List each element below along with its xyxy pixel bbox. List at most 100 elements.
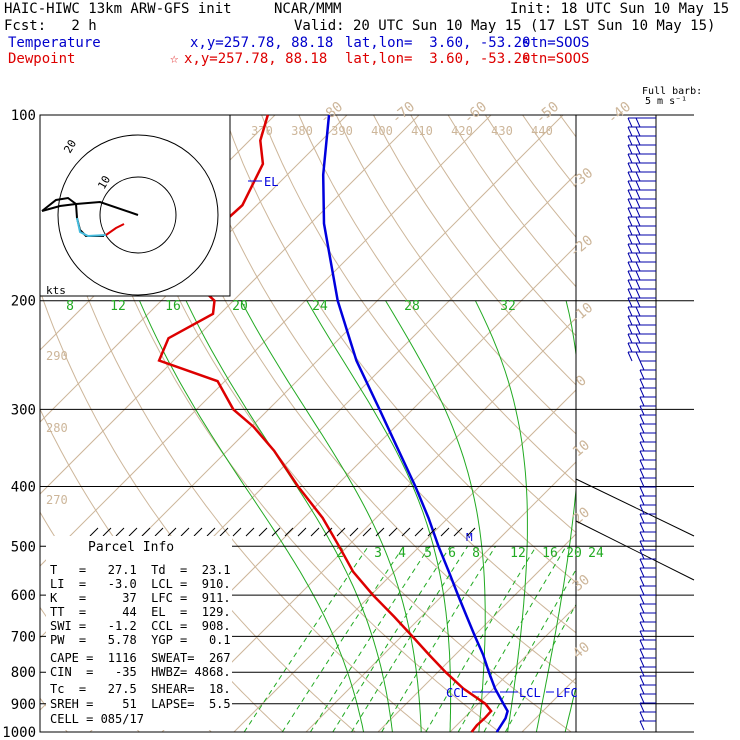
theta-label: 380 bbox=[291, 124, 313, 138]
dry-adiabat-line bbox=[447, 115, 576, 288]
isotherm-label: 10 bbox=[570, 437, 593, 460]
hodograph-ring bbox=[99, 176, 177, 254]
mixing-ratio-line bbox=[332, 546, 451, 732]
pressure-tick-label: 600 bbox=[11, 588, 36, 604]
theta-label: 430 bbox=[491, 124, 513, 138]
hatch-mark bbox=[323, 527, 333, 537]
theta-label: 390 bbox=[331, 124, 353, 138]
mixing-ratio-label: 4 bbox=[398, 546, 406, 561]
parcel-row: T = 27.1 Td = 23.1 bbox=[50, 563, 231, 577]
wind-barb-flag bbox=[635, 306, 641, 317]
wind-barb-flag bbox=[627, 171, 633, 182]
valid-time: Valid: 20 UTC Sun 10 May 15 (17 LST Sun … bbox=[294, 18, 716, 34]
hatch-mark bbox=[102, 527, 112, 537]
theta-label: 270 bbox=[46, 493, 68, 507]
hodograph-ring-label: 20 bbox=[61, 138, 79, 156]
pressure-tick-label: 200 bbox=[11, 294, 36, 310]
mixing-ratio-label: 20 bbox=[566, 546, 582, 561]
hatch-mark bbox=[336, 527, 346, 537]
mixing-ratio-label: 24 bbox=[588, 546, 604, 561]
wind-barb-flag bbox=[627, 207, 633, 218]
isotherm-line bbox=[40, 115, 348, 423]
mixing-ratio-line bbox=[281, 546, 405, 732]
mixing-ratio-label: 5 bbox=[424, 546, 432, 561]
isotherm-line bbox=[40, 115, 492, 567]
wind-barb-flag bbox=[627, 252, 633, 263]
theta-e-label: 28 bbox=[404, 299, 420, 314]
wind-barb-flag bbox=[635, 270, 641, 281]
dry-adiabat-line bbox=[672, 115, 740, 740]
wind-barb-flag bbox=[627, 270, 633, 281]
wind-barb-flag bbox=[635, 153, 641, 164]
ccl-label: CCL bbox=[446, 686, 468, 700]
wind-barb-flag bbox=[635, 144, 641, 155]
wind-barb-flag bbox=[635, 324, 641, 335]
wind-barb-flag bbox=[639, 720, 645, 731]
frame-edge bbox=[575, 520, 695, 581]
dry-adiabat-line bbox=[186, 115, 576, 634]
hatch-mark bbox=[232, 527, 242, 537]
theta-label: 400 bbox=[371, 124, 393, 138]
wind-barb-flag bbox=[635, 180, 641, 191]
hatch-mark bbox=[154, 527, 164, 537]
wind-barb-flag bbox=[627, 117, 633, 128]
init-time: Init: 18 UTC Sun 10 May 15 bbox=[510, 1, 730, 17]
hatch-mark bbox=[349, 527, 359, 537]
hatch-mark bbox=[180, 527, 190, 537]
hatch-mark bbox=[219, 527, 229, 537]
wind-barb-flag bbox=[639, 657, 645, 668]
moist-adiabat-line bbox=[564, 684, 576, 732]
wind-barb-flag bbox=[635, 288, 641, 299]
wind-barb-flag bbox=[639, 504, 645, 515]
wind-barb-flag bbox=[635, 243, 641, 254]
wind-barb-flag bbox=[639, 360, 645, 371]
wind-barb-flag bbox=[627, 234, 633, 245]
wind-barb-flag bbox=[627, 297, 633, 308]
pressure-tick-label: 700 bbox=[11, 629, 36, 645]
wind-barb-flag bbox=[639, 441, 645, 452]
isotherm-line bbox=[305, 461, 576, 732]
dewpoint-legend: Dewpoint bbox=[8, 51, 76, 67]
hatch-mark bbox=[375, 527, 385, 537]
temperature-legend: Temperature bbox=[8, 35, 101, 51]
pressure-tick-label: 300 bbox=[11, 402, 36, 418]
theta-label: 290 bbox=[46, 349, 68, 363]
dry-adiabat-line bbox=[597, 115, 740, 740]
wind-barb-flag bbox=[639, 369, 645, 380]
dry-adiabat-line bbox=[522, 115, 576, 189]
parcel-row: SREH = 51 LAPSE= 5.5 bbox=[50, 697, 231, 711]
level-markers: EL CCL LCL LFC M bbox=[89, 175, 695, 700]
wind-barb-flag bbox=[627, 342, 633, 353]
dry-adiabat-line bbox=[40, 697, 68, 732]
wind-barb-flag bbox=[639, 495, 645, 506]
hatch-mark bbox=[427, 527, 437, 537]
isotherm-label: 40 bbox=[570, 639, 593, 662]
wind-barb-flag bbox=[627, 135, 633, 146]
wind-barb-flag bbox=[639, 405, 645, 416]
wind-barb-flag bbox=[635, 342, 641, 353]
wind-barb-flag bbox=[639, 459, 645, 470]
dewpoint-star-icon: ☆ bbox=[170, 51, 179, 67]
theta-e-label: 16 bbox=[165, 299, 181, 314]
theta-e-label: 24 bbox=[312, 299, 328, 314]
theta-e-label: 8 bbox=[66, 299, 74, 314]
pressure-tick-label: 500 bbox=[11, 539, 36, 555]
wind-barb-flag bbox=[639, 387, 645, 398]
pressure-tick-label: 400 bbox=[11, 479, 36, 495]
wind-barb-flag bbox=[639, 549, 645, 560]
wind-barb-flag bbox=[639, 621, 645, 632]
hatch-mark bbox=[362, 527, 372, 537]
wind-barb-flag bbox=[639, 513, 645, 524]
wind-barb-flag bbox=[639, 486, 645, 497]
isotherm-line bbox=[377, 533, 576, 732]
wind-barb-flag bbox=[639, 648, 645, 659]
wind-barb-flag bbox=[627, 324, 633, 335]
wind-barb-flag bbox=[639, 378, 645, 389]
wind-barb-flag bbox=[639, 684, 645, 695]
hatch-mark bbox=[388, 527, 398, 537]
wind-barb-flag bbox=[639, 594, 645, 605]
wind-barb-flag bbox=[627, 144, 633, 155]
wind-barb-flag bbox=[635, 315, 641, 326]
isotherm-line bbox=[666, 115, 740, 732]
wind-barbs bbox=[627, 115, 657, 732]
